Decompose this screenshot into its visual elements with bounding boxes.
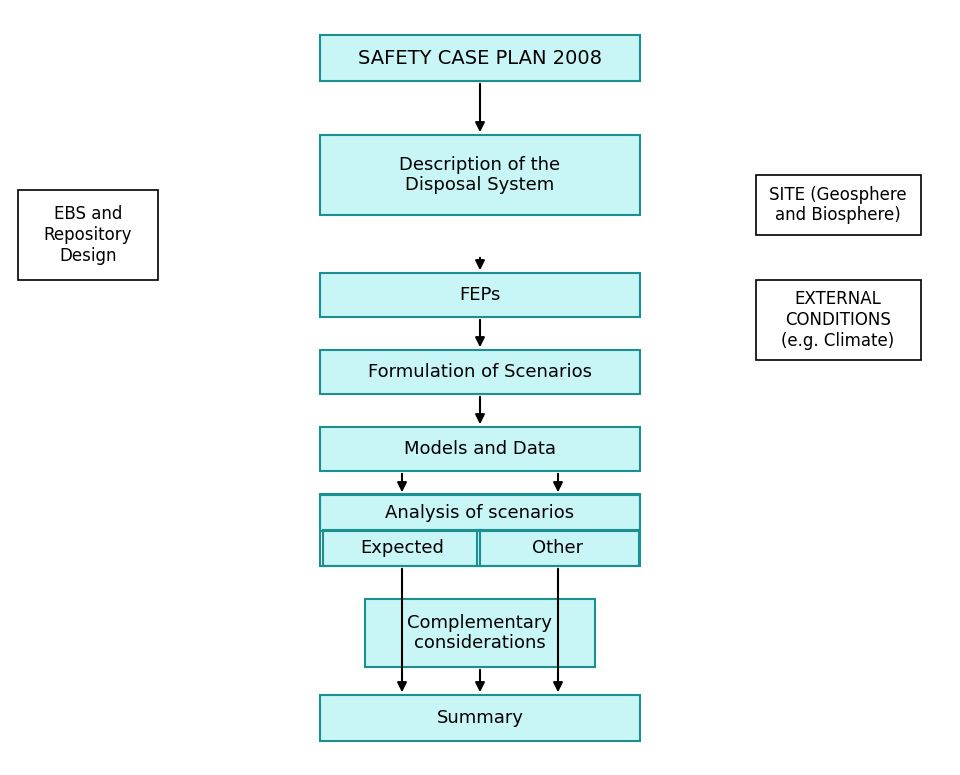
Bar <box>320 350 640 394</box>
Text: FEPs: FEPs <box>459 286 501 304</box>
Text: Expected: Expected <box>360 539 444 557</box>
Text: Other: Other <box>533 539 584 557</box>
Bar <box>320 35 640 81</box>
Bar <box>756 280 921 360</box>
Text: Complementary
considerations: Complementary considerations <box>407 614 553 653</box>
Text: Summary: Summary <box>437 709 523 727</box>
Bar <box>320 495 640 531</box>
Bar <box>477 530 639 566</box>
Bar <box>320 273 640 317</box>
Bar <box>323 530 481 566</box>
Bar <box>320 695 640 741</box>
Bar <box>18 190 158 280</box>
Text: Models and Data: Models and Data <box>404 440 556 458</box>
Text: EBS and
Repository
Design: EBS and Repository Design <box>44 205 132 265</box>
Bar <box>365 599 595 667</box>
Text: SITE (Geosphere
and Biosphere): SITE (Geosphere and Biosphere) <box>769 185 907 225</box>
Bar <box>320 135 640 215</box>
Text: SAFETY CASE PLAN 2008: SAFETY CASE PLAN 2008 <box>358 49 602 67</box>
Bar <box>320 427 640 471</box>
Text: EXTERNAL
CONDITIONS
(e.g. Climate): EXTERNAL CONDITIONS (e.g. Climate) <box>781 290 895 350</box>
Bar <box>756 175 921 235</box>
Text: Analysis of scenarios: Analysis of scenarios <box>385 504 575 522</box>
Text: Formulation of Scenarios: Formulation of Scenarios <box>368 363 592 381</box>
Text: Description of the
Disposal System: Description of the Disposal System <box>399 156 561 195</box>
Bar <box>320 494 640 566</box>
